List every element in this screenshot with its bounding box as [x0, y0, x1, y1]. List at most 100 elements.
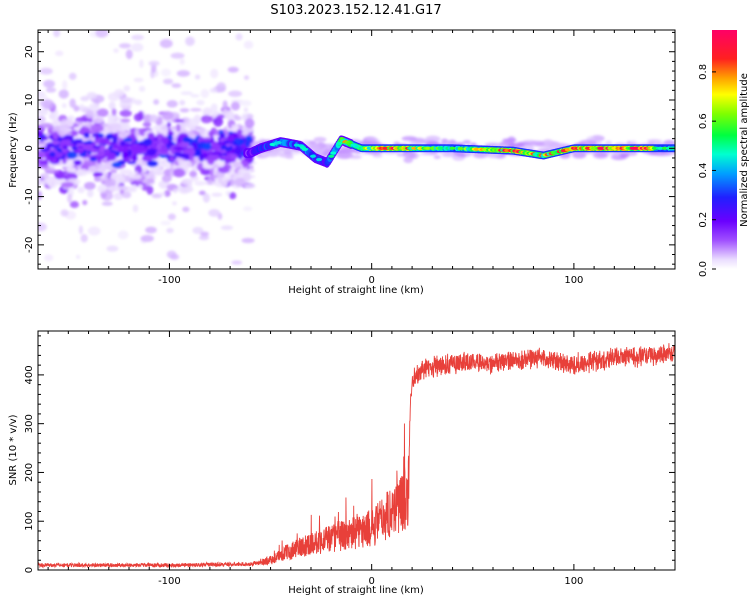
heatmap-cell	[38, 130, 44, 137]
colorbar: 0.0 0.2 0.4 0.6 0.8 Normalized spectral ampl…	[698, 30, 750, 277]
heatmap-cell	[75, 254, 81, 259]
heatmap-cell	[194, 180, 206, 186]
heatmap-cell	[131, 34, 144, 41]
heatmap-cell	[178, 143, 189, 147]
heatmap-cell	[130, 143, 141, 152]
heatmap-cell	[275, 141, 282, 145]
heatmap-cell	[94, 134, 99, 140]
heatmap-cell	[108, 146, 113, 150]
heatmap-cell	[38, 222, 47, 232]
heatmap-cell	[226, 134, 235, 142]
heatmap-cell	[40, 172, 49, 180]
heatmap-cell	[200, 89, 210, 99]
spectrogram-xlabel: Height of straight line (km)	[288, 285, 424, 296]
heatmap-cell	[71, 146, 78, 150]
heatmap-cell	[38, 180, 41, 187]
heatmap-cell	[449, 146, 456, 150]
heatmap-cell	[115, 179, 120, 186]
y-tick-label: 100	[24, 512, 35, 531]
heatmap-cell	[441, 138, 449, 144]
heatmap-cell	[216, 82, 227, 93]
heatmap-cell	[92, 145, 101, 149]
heatmap-cell	[73, 159, 82, 166]
heatmap-cell	[208, 130, 215, 138]
heatmap-cell	[66, 166, 77, 173]
heatmap-cell	[76, 170, 82, 177]
y-tick-label: -20	[24, 237, 35, 253]
heatmap-cell	[101, 201, 113, 206]
heatmap-cell	[529, 140, 545, 147]
spectrogram-ylabel: Frequency (Hz)	[8, 112, 19, 188]
heatmap-cell	[619, 152, 630, 159]
x-tick-label: -100	[158, 275, 181, 286]
heatmap-cell	[80, 234, 88, 243]
heatmap-cell	[39, 122, 53, 129]
heatmap-cell	[92, 172, 104, 177]
heatmap-cell	[89, 157, 98, 162]
heatmap-cell	[148, 60, 160, 67]
heatmap-cell	[161, 174, 172, 183]
heatmap-cell	[290, 150, 300, 155]
heatmap-cell	[229, 192, 237, 200]
heatmap-cell	[245, 135, 253, 142]
heatmap-cell	[212, 111, 220, 116]
heatmap-cell	[242, 114, 248, 122]
heatmap-cell	[45, 167, 56, 173]
heatmap-cell	[73, 105, 80, 112]
heatmap-cell	[131, 184, 138, 193]
heatmap-cell	[140, 235, 154, 243]
x-tick-label: 0	[368, 275, 374, 286]
heatmap-cell	[98, 138, 111, 145]
heatmap-cell	[99, 144, 106, 152]
heatmap-cell	[178, 153, 190, 158]
heatmap-cell	[202, 193, 211, 203]
heatmap-cell	[61, 139, 72, 144]
heatmap-cell	[158, 192, 166, 196]
heatmap-cell	[106, 245, 119, 252]
snr-ylabel: SNR (10 * v/v)	[8, 414, 19, 485]
heatmap-cell	[148, 178, 155, 184]
heatmap-cell	[38, 108, 49, 116]
heatmap-cell	[55, 50, 64, 57]
heatmap-cell	[196, 99, 205, 106]
heatmap-cell	[244, 183, 256, 189]
heatmap-cell	[207, 153, 220, 162]
heatmap-cell	[179, 100, 186, 106]
heatmap-cell	[220, 225, 234, 231]
heatmap-cell	[113, 192, 124, 200]
heatmap-cell	[229, 178, 235, 187]
heatmap-cell	[180, 91, 193, 96]
heatmap-cell	[83, 181, 96, 190]
heatmap-cell	[160, 220, 171, 226]
colorbar-tick-label: 0.8	[698, 64, 709, 80]
heatmap-cell	[139, 59, 144, 68]
heatmap-cell	[138, 184, 143, 189]
heatmap-cell	[38, 161, 49, 165]
heatmap-cell	[216, 114, 225, 119]
heatmap-cell	[111, 161, 122, 168]
colorbar-gradient	[712, 30, 737, 269]
heatmap-cell	[146, 160, 159, 167]
heatmap-cell	[232, 161, 242, 168]
heatmap-cell	[192, 226, 204, 235]
heatmap-cell	[108, 101, 116, 110]
heatmap-cell	[242, 160, 249, 168]
heatmap-cell	[95, 30, 109, 38]
heatmap-cell	[200, 115, 213, 124]
heatmap-cell	[225, 154, 232, 160]
heatmap-cell	[166, 100, 178, 108]
heatmap-cell	[142, 138, 153, 147]
heatmap-cell	[161, 68, 172, 77]
heatmap-cell	[235, 33, 243, 41]
heatmap-cell	[160, 162, 172, 168]
heatmap-cell	[82, 144, 95, 151]
heatmap-cell	[86, 92, 98, 100]
heatmap-cell	[121, 151, 129, 159]
heatmap-cell	[190, 108, 202, 112]
y-tick-label: 0	[24, 145, 35, 151]
heatmap-cell	[233, 114, 239, 120]
heatmap-cell	[119, 96, 133, 104]
heatmap-cell	[213, 116, 224, 127]
